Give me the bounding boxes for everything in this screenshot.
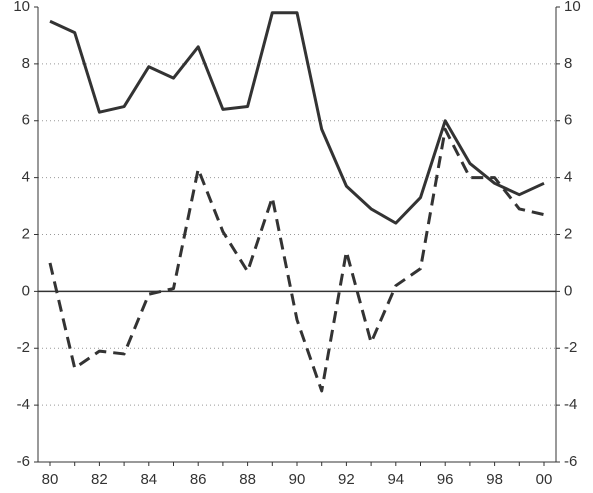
- x-tick-label: 84: [140, 471, 157, 488]
- y-tick-label: 2: [22, 225, 30, 242]
- y2-tick-label: -6: [564, 453, 577, 470]
- x-tick-label: 00: [536, 471, 553, 488]
- x-tick-label: 92: [338, 471, 355, 488]
- x-tick-label: 90: [289, 471, 306, 488]
- line-series: [48, 127, 545, 393]
- y-tick-label: 8: [22, 55, 30, 72]
- y2-tick-label: 8: [564, 55, 572, 72]
- x-tick-label: 80: [42, 471, 59, 488]
- x-tick-label: 88: [239, 471, 256, 488]
- x-tick-label: 96: [437, 471, 454, 488]
- y-tick-label: 4: [22, 169, 30, 186]
- y2-tick-label: -4: [564, 396, 577, 413]
- y2-tick-label: 10: [564, 0, 581, 15]
- y-tick-label: 10: [13, 0, 30, 15]
- y-tick-label: -2: [17, 339, 30, 356]
- line-series: [49, 11, 545, 225]
- x-tick-label: 98: [486, 471, 503, 488]
- y2-tick-label: 6: [564, 112, 572, 129]
- y2-tick-label: 2: [564, 225, 572, 242]
- x-tick-label: 86: [190, 471, 207, 488]
- y-tick-label: -6: [17, 453, 30, 470]
- y-tick-label: -4: [17, 396, 30, 413]
- x-tick-label: 82: [91, 471, 108, 488]
- x-tick-label: 94: [387, 471, 404, 488]
- y2-tick-label: -2: [564, 339, 577, 356]
- y2-tick-label: 4: [564, 169, 572, 186]
- y-tick-label: 6: [22, 112, 30, 129]
- y2-tick-label: 0: [564, 282, 572, 299]
- y-tick-label: 0: [22, 282, 30, 299]
